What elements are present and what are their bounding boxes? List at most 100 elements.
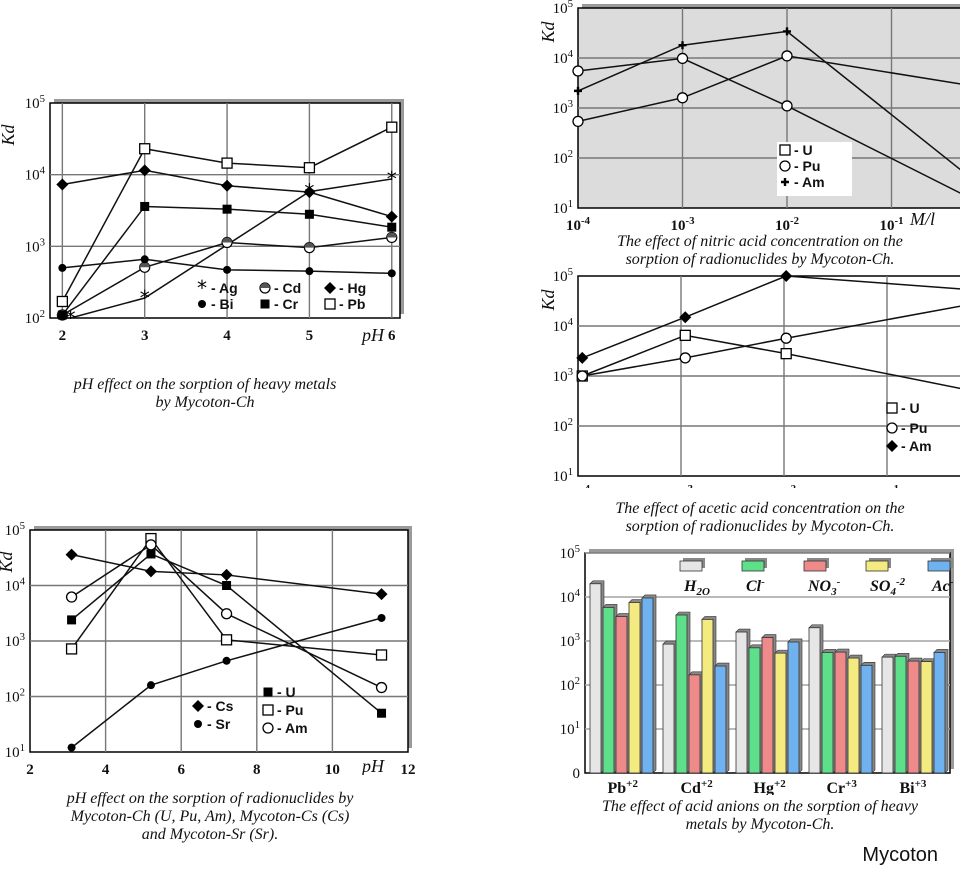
legend-marker <box>260 299 270 309</box>
data-point <box>386 121 398 133</box>
bar <box>714 662 730 774</box>
data-point <box>375 649 388 661</box>
data-point <box>676 52 689 65</box>
data-point <box>576 351 589 364</box>
legend-label: - U <box>901 400 920 416</box>
legend-marker <box>779 160 791 172</box>
legend-marker <box>262 704 274 716</box>
series-line <box>62 178 392 319</box>
series-line <box>70 537 382 656</box>
data-point <box>220 568 233 581</box>
legend-item: * - Ag <box>197 276 238 300</box>
data-point <box>303 242 316 254</box>
data-point <box>65 548 78 561</box>
series-line <box>71 553 382 595</box>
x-tick-label: 12 <box>401 762 416 775</box>
data-point <box>387 269 396 278</box>
data-point: * <box>66 306 76 330</box>
x-tick-label: 5 <box>306 328 314 344</box>
y-tick-label: 102 <box>560 675 580 694</box>
legend-label: - Hg <box>339 280 366 296</box>
legend-item: - Pb <box>324 296 365 312</box>
legend-label: Cl- <box>746 576 765 595</box>
y-tick-label: 104 <box>553 316 574 335</box>
legend-label: - Pu <box>794 158 820 174</box>
data-point <box>375 681 388 694</box>
legend-marker <box>194 720 202 728</box>
series-Cs <box>65 548 388 601</box>
data-point <box>679 352 691 364</box>
bar <box>662 640 678 774</box>
caption-line: Mycoton-Ch (U, Pu, Am), Mycoton-Cs (Cs) <box>70 808 350 825</box>
caption-line: sorption of radionuclides by Mycoton-Ch. <box>625 518 895 535</box>
series-Bi <box>58 255 396 278</box>
legend-item: - Am <box>262 720 308 736</box>
x-axis-label: pH <box>360 325 385 345</box>
caption-line: and Mycoton-Sr (Sr). <box>141 826 279 843</box>
x-tick-label: 10-2 <box>772 483 796 488</box>
bar <box>675 611 691 774</box>
data-point <box>377 613 386 622</box>
data-point <box>781 50 793 62</box>
caption-line: sorption of radionuclides by Mycoton-Ch. <box>625 251 895 268</box>
data-point <box>221 157 233 169</box>
series-Pu <box>65 532 388 661</box>
legend-item: - Cr <box>260 296 299 312</box>
legend-marker <box>886 440 898 452</box>
data-point <box>385 210 398 223</box>
caption-nitric-acid: The effect of nitric acid concentration … <box>560 233 960 269</box>
data-point <box>140 201 150 211</box>
x-tick-label: 3 <box>141 328 149 344</box>
legend-item: - Hg <box>324 280 366 296</box>
series-line <box>577 30 960 171</box>
y-tick-label: 105 <box>553 268 573 285</box>
bar <box>847 654 863 774</box>
legend-item: Cl- <box>741 558 767 595</box>
y-tick-label: 104 <box>25 165 46 184</box>
series-Am <box>576 270 960 364</box>
bar <box>907 657 923 774</box>
data-point <box>572 65 584 77</box>
y-tick-label: 105 <box>560 545 580 562</box>
data-point: * <box>387 167 397 191</box>
bar <box>774 649 790 774</box>
x-tick-label: 2 <box>26 762 34 775</box>
data-point <box>676 92 689 104</box>
bar <box>787 638 803 774</box>
legend-label: Ac- <box>931 576 954 595</box>
caption-heavy-metals-ph: pH effect on the sorption of heavy metal… <box>0 376 410 412</box>
legend-label: NO3- <box>807 576 841 598</box>
bar <box>860 662 876 774</box>
x-tick-label: 6 <box>177 762 185 775</box>
series-line <box>577 55 960 123</box>
legend-item: NO3- <box>803 558 841 598</box>
data-point <box>576 370 588 382</box>
legend-item: - Cd <box>259 280 301 296</box>
legend-marker <box>263 687 273 697</box>
x-tick-label: 2 <box>59 328 67 344</box>
legend-item: Ac- <box>927 558 954 595</box>
data-point <box>781 100 793 112</box>
legend-marker <box>262 722 274 734</box>
data-point <box>145 539 157 551</box>
series-line <box>577 57 960 194</box>
legend-marker <box>886 422 898 434</box>
y-tick-label: 104 <box>553 48 574 67</box>
category-label: Cr+3 <box>827 778 858 795</box>
legend-label: - Bi <box>211 296 234 312</box>
data-point <box>780 347 792 360</box>
x-axis-label: M/l <box>901 486 927 488</box>
series-Pu <box>576 305 960 382</box>
footer-brand: Mycoton <box>862 844 938 866</box>
y-tick-label: 102 <box>553 416 573 435</box>
legend-item: - Pu <box>262 702 303 718</box>
data-point <box>780 270 793 282</box>
series-Am <box>574 27 960 171</box>
x-tick-label: 10-4 <box>566 215 591 234</box>
data-point <box>138 164 151 177</box>
legend-item: - U <box>779 142 813 158</box>
caption-radionuclides-ph: pH effect on the sorption of radionuclid… <box>0 790 420 844</box>
